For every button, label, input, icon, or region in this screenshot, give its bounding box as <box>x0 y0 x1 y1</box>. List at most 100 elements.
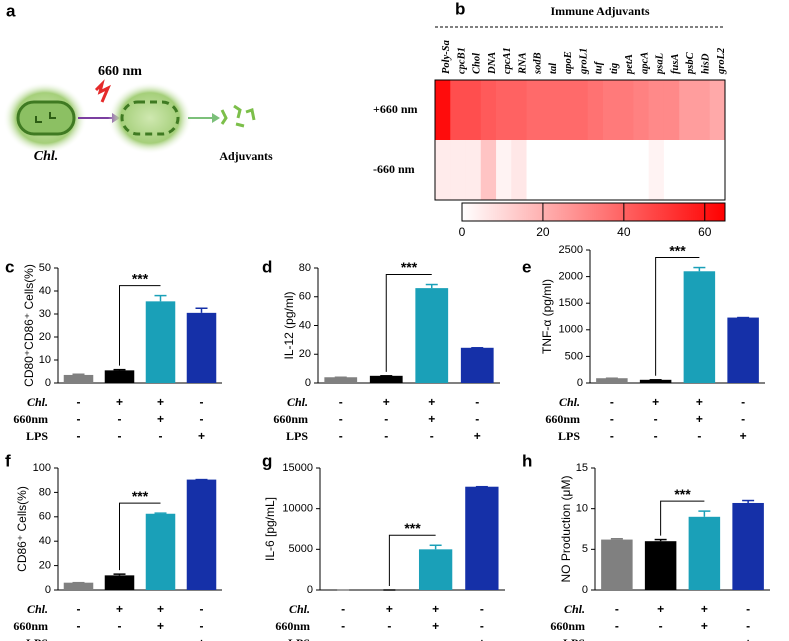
heat-cell <box>557 140 573 201</box>
condition-sign: - <box>434 636 438 641</box>
fragments <box>220 104 256 128</box>
bar <box>727 317 759 383</box>
condition-label: Chl. <box>287 395 308 409</box>
y-axis-label: IL-12 (pg/ml) <box>282 291 296 359</box>
condition-sign: + <box>652 395 659 409</box>
condition-sign: - <box>384 412 388 426</box>
condition-sign: - <box>387 619 391 633</box>
heat-cell <box>572 140 589 201</box>
y-tick-label: 0 <box>45 377 51 389</box>
y-tick-label: 0 <box>45 584 51 596</box>
column-label: tig <box>609 63 620 74</box>
condition-sign: + <box>657 602 664 616</box>
cell-content <box>35 112 56 123</box>
condition-sign: - <box>610 412 614 426</box>
heat-cell <box>679 80 695 141</box>
column-label: tal <box>548 63 559 74</box>
column-label: groL2 <box>716 47 727 75</box>
y-tick-label: 0 <box>577 377 583 389</box>
heat-cell <box>709 80 726 141</box>
y-tick-label: 40 <box>39 285 51 297</box>
column-label: RNA <box>517 52 528 75</box>
bar <box>683 271 716 383</box>
column-label: apcA <box>639 52 650 74</box>
heat-cell <box>557 80 573 141</box>
y-tick-label: 1500 <box>559 297 583 309</box>
bar <box>145 513 176 590</box>
y-tick-label: 1000 <box>559 324 583 336</box>
condition-label: Chl. <box>559 395 580 409</box>
column-label: tuf <box>594 60 605 74</box>
condition-sign: - <box>159 636 163 641</box>
y-tick-label: 2000 <box>559 271 583 283</box>
condition-label: 660nm <box>275 619 310 633</box>
condition-sign: + <box>428 412 435 426</box>
bar <box>732 502 764 590</box>
y-tick-label: 50 <box>39 262 51 274</box>
bar <box>369 375 403 383</box>
condition-sign: - <box>118 636 122 641</box>
colorbar-tick-label: 20 <box>536 225 550 239</box>
condition-sign: + <box>157 602 164 616</box>
condition-label: 660nm <box>545 412 580 426</box>
condition-label: LPS <box>288 636 310 641</box>
heat-cell <box>526 140 543 201</box>
condition-sign: + <box>198 429 205 443</box>
condition-sign: - <box>654 412 658 426</box>
condition-label: LPS <box>26 636 48 641</box>
column-label: cpcA1 <box>502 47 513 74</box>
condition-sign: - <box>339 395 343 409</box>
y-tick-label: 0 <box>305 377 311 389</box>
bar <box>104 575 135 590</box>
condition-sign: - <box>615 602 619 616</box>
colorbar-tick-label: 60 <box>698 225 712 239</box>
condition-sign: - <box>200 619 204 633</box>
significance-bracket <box>385 274 432 372</box>
light-icon <box>94 79 111 103</box>
column-label: hisD <box>701 53 712 74</box>
arrow-head <box>212 113 220 123</box>
heat-cell <box>694 140 711 201</box>
condition-sign: - <box>746 602 750 616</box>
heat-cell <box>511 140 528 201</box>
row-label: -660 nm <box>373 162 415 176</box>
bar <box>688 516 721 590</box>
condition-sign: - <box>77 619 81 633</box>
condition-sign: - <box>77 429 81 443</box>
significance-label: *** <box>401 259 418 275</box>
y-axis-label: NO Production (μM) <box>559 476 573 583</box>
y-tick-label: 20 <box>39 560 51 572</box>
heatmap-frame <box>434 79 726 201</box>
heat-cell <box>496 140 512 201</box>
heat-cell <box>633 140 650 201</box>
broken-cell <box>120 100 180 136</box>
condition-sign: - <box>341 636 345 641</box>
y-tick-label: 500 <box>565 350 583 362</box>
y-tick-label: 15 <box>576 462 588 474</box>
colorbar <box>461 202 726 222</box>
condition-sign: + <box>116 395 123 409</box>
condition-sign: - <box>200 602 204 616</box>
significance-label: *** <box>132 488 149 504</box>
panel-label: g <box>262 451 272 470</box>
column-label: sodB <box>533 52 544 75</box>
bar <box>601 539 633 590</box>
condition-sign: - <box>741 395 745 409</box>
condition-label: Chl. <box>27 395 48 409</box>
condition-sign: + <box>432 602 439 616</box>
condition-label: Chl. <box>564 602 585 616</box>
condition-sign: - <box>475 395 479 409</box>
y-tick-label: 40 <box>299 319 311 331</box>
panel-label: e <box>522 257 531 276</box>
bar <box>415 288 449 383</box>
column-label: fusA <box>670 54 681 74</box>
heat-cell <box>679 140 695 201</box>
condition-sign: + <box>740 429 747 443</box>
condition-sign: - <box>610 429 614 443</box>
condition-sign: - <box>339 412 343 426</box>
significance-label: *** <box>669 242 686 258</box>
product-label: Adjuvants <box>219 149 273 163</box>
y-tick-label: 20 <box>39 331 51 343</box>
condition-sign: - <box>341 619 345 633</box>
y-tick-label: 10 <box>39 354 51 366</box>
